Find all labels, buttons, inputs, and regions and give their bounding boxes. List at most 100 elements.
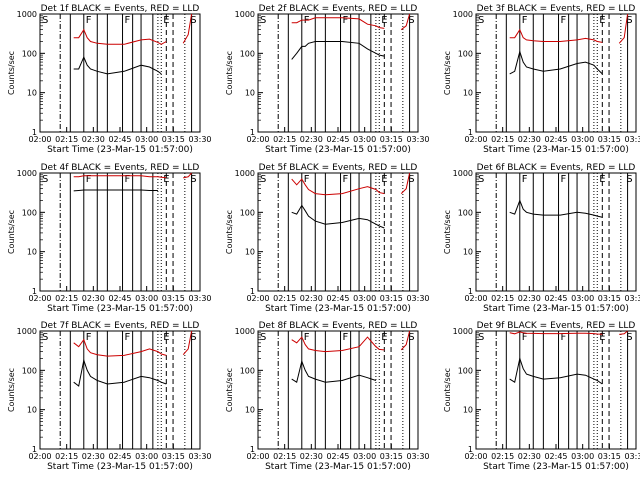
annotation-9-0: S [478,332,484,343]
annotation-5-3: E [381,174,387,185]
annotation-7-2: F [125,332,131,343]
chart-title-9: Det 9f BLACK = Events, RED = LLD [477,321,636,331]
y-tick-label-7-0: 1 [32,445,37,454]
x-axis-label-6: Start Time (23-Mar-15 01:57:00) [483,304,629,314]
y-axis-label-7: Counts/sec [7,368,16,412]
y-tick-label-7-2: 100 [22,366,37,375]
x-tick-label-2-0: 02:00 [246,135,269,144]
chart-title-8: Det 8f BLACK = Events, RED = LLD [259,321,418,331]
x-tick-label-6-0: 02:00 [464,294,487,303]
series-lld-3 [509,13,629,44]
series-events-9 [509,356,603,385]
y-tick-label-5-1: 10 [245,248,255,257]
annotation-9-4: S [626,332,632,343]
y-tick-label-2-3: 1000 [235,10,255,19]
x-tick-label-3-1: 02:15 [491,135,514,144]
x-tick-label-7-2: 02:30 [82,452,105,461]
x-tick-label-9-2: 02:30 [518,452,541,461]
series-lld-4 [73,172,192,179]
annotation-7-4: S [190,332,196,343]
chart-title-5: Det 5f BLACK = Events, RED = LLD [259,163,418,173]
x-tick-label-1-6: 03:30 [188,135,211,144]
x-tick-label-4-4: 03:00 [135,294,158,303]
annotation-8-3: E [381,332,387,343]
plot-frame-3 [475,13,637,133]
chart-title-1: Det 1f BLACK = Events, RED = LLD [41,4,200,14]
annotation-9-3: E [599,332,605,343]
y-tick-label-1-2: 100 [22,49,37,58]
y-tick-label-9-2: 100 [458,366,473,375]
x-tick-label-5-3: 02:45 [326,294,349,303]
x-axis-label-3: Start Time (23-Mar-15 01:57:00) [483,145,629,155]
series-events-3 [509,49,603,75]
x-tick-label-4-5: 03:15 [162,294,185,303]
chart-title-3: Det 3f BLACK = Events, RED = LLD [477,4,636,14]
x-tick-label-8-2: 02:30 [300,452,323,461]
x-tick-label-8-3: 02:45 [326,452,349,461]
y-tick-label-9-3: 1000 [453,327,473,336]
annotation-6-0: S [478,174,484,185]
annotation-3-2: F [561,15,567,26]
y-tick-label-9-1: 10 [463,406,473,415]
annotation-7-1: F [86,332,92,343]
annotation-5-4: S [408,174,414,185]
annotation-6-1: F [522,174,528,185]
annotation-2-0: S [260,15,266,26]
x-tick-label-8-6: 03:30 [406,452,429,461]
x-tick-label-6-4: 03:00 [571,294,594,303]
series-lld-1 [73,13,193,45]
annotation-8-1: F [304,332,310,343]
x-tick-label-9-6: 03:30 [624,452,640,461]
x-tick-label-7-1: 02:15 [55,452,78,461]
x-axis-label-8: Start Time (23-Mar-15 01:57:00) [265,462,411,472]
y-axis-label-3: Counts/sec [443,51,452,95]
y-tick-label-6-2: 100 [458,208,473,217]
y-tick-label-2-0: 1 [250,128,255,137]
x-tick-label-4-0: 02:00 [28,294,51,303]
annotation-4-2: F [125,174,131,185]
x-tick-label-9-1: 02:15 [491,452,514,461]
annotation-4-3: E [163,174,169,185]
y-tick-label-8-1: 10 [245,406,255,415]
annotation-6-4: S [626,174,632,185]
x-tick-label-5-4: 03:00 [353,294,376,303]
series-events-4 [73,189,158,192]
plot-frame-2 [257,13,419,133]
annotation-5-2: F [343,174,349,185]
plot-frame-1 [39,13,201,133]
annotation-2-3: E [381,15,387,26]
x-tick-label-2-6: 03:30 [406,135,429,144]
x-tick-label-6-2: 02:30 [518,294,541,303]
annotation-2-2: F [343,15,349,26]
x-axis-label-5: Start Time (23-Mar-15 01:57:00) [265,304,411,314]
series-lld-2 [291,13,411,31]
x-tick-label-6-6: 03:30 [624,294,640,303]
y-tick-label-3-3: 1000 [453,10,473,19]
x-tick-label-1-1: 02:15 [55,135,78,144]
annotation-1-1: F [86,15,92,26]
annotation-4-4: S [190,174,196,185]
annotation-7-0: S [42,332,48,343]
annotation-3-4: S [626,15,632,26]
series-events-2 [291,41,385,60]
x-tick-label-7-4: 03:00 [135,452,158,461]
annotation-5-1: F [304,174,310,185]
x-tick-label-2-2: 02:30 [300,135,323,144]
x-axis-label-2: Start Time (23-Mar-15 01:57:00) [265,145,411,155]
annotation-9-1: F [522,332,528,343]
y-axis-label-8: Counts/sec [225,368,234,412]
series-lld-8 [291,330,411,353]
annotation-6-2: F [561,174,567,185]
y-tick-label-1-3: 1000 [17,10,37,19]
y-tick-label-3-2: 100 [458,49,473,58]
x-axis-label-9: Start Time (23-Mar-15 01:57:00) [483,462,629,472]
y-tick-label-8-3: 1000 [235,327,255,336]
y-tick-label-4-3: 1000 [17,169,37,178]
y-tick-label-1-0: 1 [32,128,37,137]
plot-frame-9 [475,330,637,450]
x-tick-label-6-1: 02:15 [491,294,514,303]
x-tick-label-9-0: 02:00 [464,452,487,461]
y-tick-label-5-3: 1000 [235,169,255,178]
x-tick-label-1-3: 02:45 [108,135,131,144]
